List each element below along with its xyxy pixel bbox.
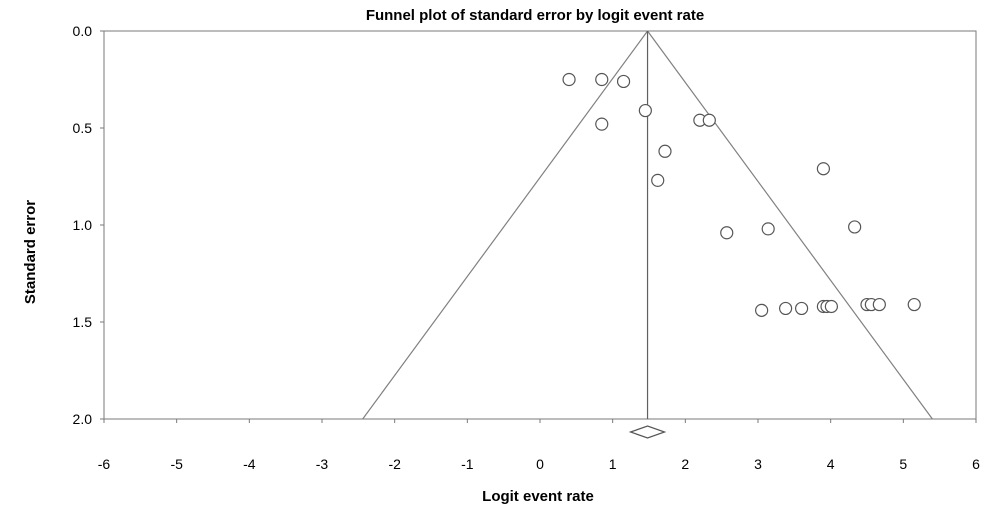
y-tick-label: 0.5	[73, 120, 93, 136]
study-point	[595, 117, 609, 131]
y-tick-label: 0.0	[73, 23, 93, 39]
y-tick-label: 2.0	[73, 411, 93, 427]
study-point	[562, 72, 576, 87]
x-tick-label: -5	[170, 456, 183, 472]
study-point	[720, 226, 734, 240]
x-tick-label: 0	[536, 456, 544, 472]
chart-title: Funnel plot of standard error by logit e…	[366, 7, 704, 24]
y-axis-label: Standard error	[22, 200, 39, 304]
summary-diamond	[628, 425, 667, 439]
study-point	[755, 303, 769, 317]
study-point	[761, 222, 775, 236]
study-point	[779, 301, 793, 316]
study-point	[848, 220, 862, 234]
study-point	[638, 103, 652, 118]
funnel-left-line	[362, 30, 649, 420]
plot-area	[103, 30, 977, 420]
x-tick-label: -1	[461, 456, 474, 472]
x-tick-label: -2	[388, 456, 401, 472]
study-point	[702, 113, 716, 127]
x-axis-label: Logit event rate	[482, 488, 594, 505]
x-tick-label: 2	[681, 456, 689, 472]
x-tick-label: 3	[754, 456, 762, 472]
study-point	[595, 72, 609, 87]
y-tick-label: 1.0	[73, 217, 93, 233]
x-tick-label: -4	[243, 456, 256, 472]
points-layer	[562, 72, 921, 317]
study-point	[816, 162, 831, 176]
study-point	[824, 299, 838, 314]
x-axis: -6 -5 -4 -3 -2 -1 0 1 2 3 4 5 6	[98, 419, 980, 472]
x-tick-label: 6	[972, 456, 980, 472]
x-tick-label: -3	[316, 456, 329, 472]
y-tick-label: 1.5	[73, 314, 93, 330]
study-point	[658, 144, 672, 158]
x-tick-label: -6	[98, 456, 111, 472]
funnel-right-line	[647, 30, 933, 420]
x-tick-label: 1	[609, 456, 617, 472]
study-point	[616, 74, 631, 89]
x-tick-label: 4	[827, 456, 835, 472]
study-point	[651, 173, 665, 187]
study-point	[907, 297, 921, 312]
y-axis: 0.0 0.5 1.0 1.5 2.0	[73, 23, 104, 427]
study-point	[794, 301, 809, 316]
x-tick-label: 5	[899, 456, 907, 472]
funnel-layer	[362, 30, 933, 439]
study-point	[872, 297, 886, 312]
